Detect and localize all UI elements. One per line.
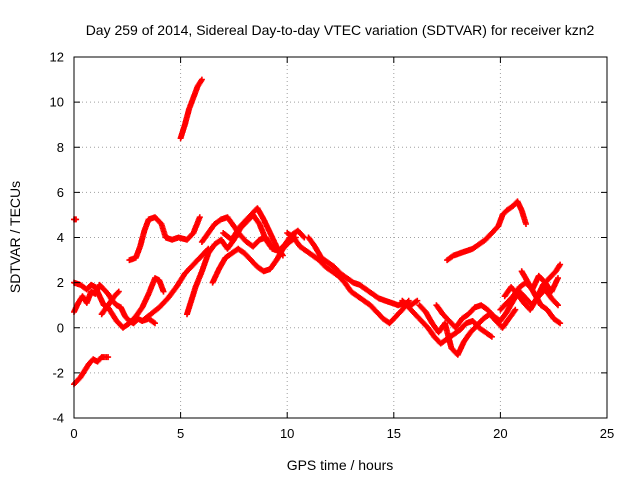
series-seg-k <box>209 234 299 286</box>
series-seg-m <box>284 230 412 327</box>
data-point <box>115 288 122 295</box>
chart-title: Day 259 of 2014, Sidereal Day-to-day VTE… <box>86 22 595 38</box>
series-seg-g <box>139 245 212 324</box>
series-seg-b <box>71 354 112 388</box>
data-point <box>114 289 121 296</box>
series-seg-o <box>399 297 495 347</box>
y-tick-label: -2 <box>52 365 64 380</box>
data-point <box>152 320 158 327</box>
data-point <box>553 301 560 308</box>
x-tick-label: 5 <box>177 426 184 441</box>
series-seg-u <box>497 272 561 313</box>
series-seg-l <box>220 205 286 259</box>
x-tick-label: 15 <box>387 426 401 441</box>
y-tick-label: 2 <box>57 275 64 290</box>
data-point <box>512 306 519 313</box>
x-tick-label: 20 <box>493 426 507 441</box>
data-point <box>488 333 495 340</box>
series-seg-n <box>305 234 421 309</box>
series-seg-j <box>198 214 276 252</box>
data-point <box>523 221 529 227</box>
data-point <box>557 320 564 327</box>
data-point <box>555 275 561 282</box>
x-axis-label: GPS time / hours <box>287 457 394 473</box>
data-point <box>300 233 307 240</box>
data-point <box>557 261 564 268</box>
y-tick-label: 4 <box>57 230 64 245</box>
tick-layer: 0 5 10 15 20 25 -4 -2 0 2 4 6 8 10 12 <box>50 50 615 442</box>
data-point <box>279 252 286 259</box>
x-tick-label: 10 <box>280 426 294 441</box>
data-point <box>198 76 205 83</box>
y-axis-label: SDTVAR / TECUs <box>7 181 23 293</box>
y-tick-label: 0 <box>57 320 64 335</box>
y-tick-label: 10 <box>50 95 64 110</box>
plot-frame <box>73 56 608 419</box>
y-tick-label: 6 <box>57 185 64 200</box>
data-point <box>196 214 203 221</box>
data-point <box>269 245 276 252</box>
y-tick-label: 12 <box>50 50 64 65</box>
data-point <box>414 297 421 304</box>
x-tick-label: 0 <box>70 426 77 441</box>
data-point <box>105 354 112 361</box>
y-tick-label: 8 <box>57 140 64 155</box>
series-seg-i <box>184 211 308 318</box>
series-seg-r <box>444 198 529 264</box>
data-point <box>160 288 167 295</box>
data-layer <box>71 76 564 388</box>
data-point <box>555 302 561 309</box>
x-tick-label: 25 <box>600 426 614 441</box>
grid-layer <box>74 57 607 418</box>
series-seg-a <box>71 216 80 223</box>
series-seg-e <box>98 288 122 318</box>
series-seg-h <box>177 76 205 142</box>
series-seg-f <box>126 214 203 264</box>
y-tick-label: -4 <box>52 411 64 426</box>
